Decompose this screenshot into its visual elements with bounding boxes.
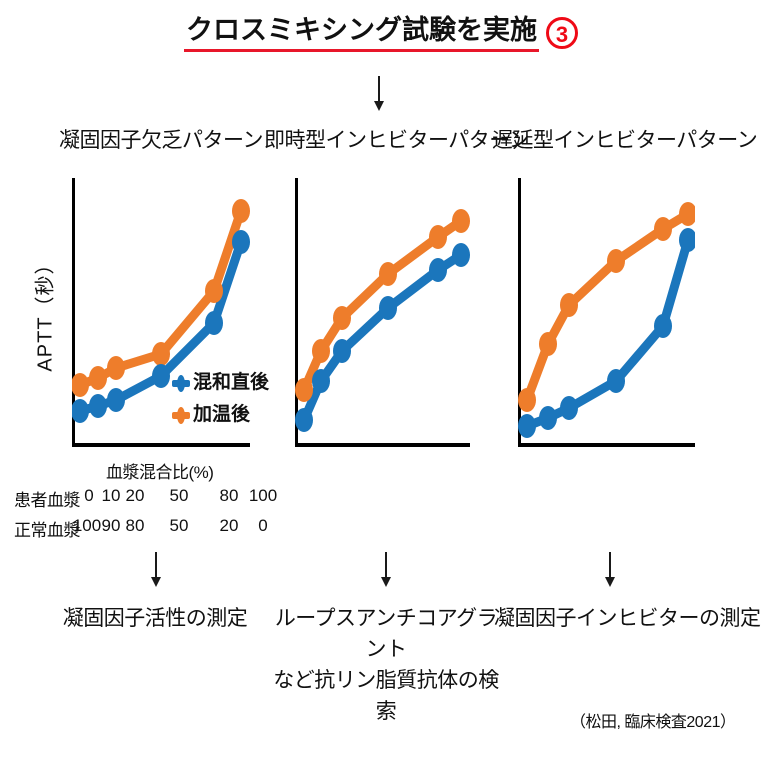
legend-item-orange: 加温後 bbox=[172, 404, 250, 426]
chart2-y-axis bbox=[295, 178, 298, 443]
y-axis-label: APTT（秒） bbox=[34, 253, 57, 372]
conclusion-panel-2: ループスアンチコアグラント など抗リン脂質抗体の検索 bbox=[273, 607, 499, 723]
chart3-markers-blue bbox=[518, 228, 695, 438]
chart1-plot bbox=[72, 199, 250, 423]
conclusion-panel-3: 凝固因子インヒビターの測定 bbox=[494, 607, 761, 630]
flow-arrow-title bbox=[374, 76, 384, 111]
diamond-marker-icon bbox=[172, 406, 190, 424]
legend-label-blue: 混和直後 bbox=[193, 372, 270, 393]
page-title: クロスミキシング試験を実施 bbox=[184, 14, 539, 52]
flow-arrow-panel-2 bbox=[381, 552, 391, 587]
chart1-x-axis bbox=[72, 443, 250, 447]
x-tick-normal-3: 50 bbox=[169, 516, 189, 535]
x-axis-caption: 血漿混合比(%) bbox=[106, 463, 214, 482]
chart2-markers-orange bbox=[295, 209, 470, 402]
page-title-block: クロスミキシング試験を実施 3 bbox=[0, 14, 762, 52]
chart3-plot bbox=[518, 202, 695, 438]
flow-arrow-panel-1 bbox=[151, 552, 161, 587]
panel-title-1: 凝固因子欠乏パターン bbox=[59, 129, 263, 152]
panel-title-2: 即時型インヒビターパターン bbox=[264, 129, 530, 152]
chart2-plot bbox=[295, 209, 470, 432]
citation: （松田, 臨床検査2021） bbox=[570, 714, 736, 731]
x-tick-patient-1: 10 bbox=[101, 486, 121, 505]
step-number-badge: 3 bbox=[546, 17, 578, 49]
chart1-y-axis bbox=[72, 178, 75, 443]
x-tick-normal-1: 90 bbox=[101, 516, 121, 535]
x-tick-normal-4: 20 bbox=[219, 516, 239, 535]
legend-item-blue: 混和直後 bbox=[172, 372, 269, 394]
x-tick-patient-3: 50 bbox=[169, 486, 189, 505]
x-row-label-patient: 患者血漿 bbox=[14, 491, 81, 510]
x-tick-normal-0: 100 bbox=[72, 516, 102, 535]
x-tick-patient-5: 100 bbox=[248, 486, 278, 505]
legend-label-orange: 加温後 bbox=[193, 404, 251, 425]
x-row-label-normal: 正常血漿 bbox=[14, 521, 81, 540]
chart-panel-3 bbox=[518, 178, 695, 447]
x-tick-patient-0: 0 bbox=[84, 486, 94, 505]
chart3-markers-orange bbox=[518, 202, 695, 412]
x-tick-normal-2: 80 bbox=[125, 516, 145, 535]
x-tick-normal-5: 0 bbox=[258, 516, 268, 535]
diamond-marker-icon bbox=[172, 374, 190, 392]
panel-title-3: 遅延型インヒビターパターン bbox=[492, 129, 758, 152]
chart-panel-2 bbox=[295, 178, 470, 447]
x-tick-patient-4: 80 bbox=[219, 486, 239, 505]
chart-panel-1 bbox=[72, 178, 250, 447]
conclusion-panel-1: 凝固因子活性の測定 bbox=[62, 607, 248, 630]
flow-arrow-panel-3 bbox=[605, 552, 615, 587]
chart1-markers-blue bbox=[72, 230, 250, 423]
chart2-x-axis bbox=[295, 443, 470, 447]
chart3-y-axis bbox=[518, 178, 521, 443]
chart2-markers-blue bbox=[295, 243, 470, 432]
x-tick-patient-2: 20 bbox=[125, 486, 145, 505]
chart1-markers-orange bbox=[72, 199, 250, 397]
chart3-x-axis bbox=[518, 443, 695, 447]
